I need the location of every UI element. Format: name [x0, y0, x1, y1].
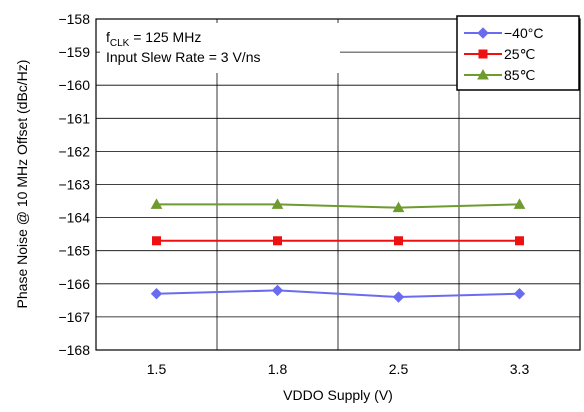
legend-label: 25℃	[504, 46, 535, 62]
x-tick-label: 3.3	[510, 361, 530, 377]
legend-marker	[478, 49, 488, 59]
data-point	[152, 236, 161, 246]
y-tick-label: −162	[58, 143, 90, 159]
fclk-symbol: f	[106, 29, 110, 45]
legend-label: 85℃	[504, 67, 535, 83]
legend-marker	[477, 27, 489, 39]
data-point	[271, 284, 284, 297]
fclk-annotation: fCLK = 125 MHz	[106, 29, 201, 49]
data-point	[392, 201, 405, 213]
data-point	[273, 236, 282, 246]
x-tick-label: 2.5	[389, 361, 409, 377]
legend-items: −40°C 25℃ 85℃	[464, 25, 543, 83]
plot-area-frame	[95, 18, 581, 351]
data-point	[392, 291, 405, 303]
slew-rate-annotation: Input Slew Rate = 3 V/ns	[106, 49, 260, 65]
x-tick-label: 1.8	[268, 361, 288, 377]
fclk-subscript: CLK	[110, 38, 130, 49]
data-point	[513, 288, 526, 300]
legend: −40°C 25℃ 85℃	[456, 15, 580, 91]
y-tick-label: −159	[58, 44, 90, 60]
x-tick-labels: 1.5 1.8 2.5 3.3	[147, 361, 530, 377]
data-point	[150, 288, 163, 300]
data-point	[515, 236, 524, 246]
y-tick-label: −165	[58, 243, 90, 259]
y-tick-label: −164	[58, 210, 90, 226]
fclk-value: = 125 MHz	[129, 29, 201, 45]
x-tick-label: 1.5	[147, 361, 167, 377]
data-point	[513, 198, 526, 209]
annotation-box: fCLK = 125 MHz Input Slew Rate = 3 V/ns	[100, 23, 340, 73]
data-point	[150, 198, 163, 209]
series-layer	[150, 198, 526, 303]
x-axis-label: VDDO Supply (V)	[283, 387, 393, 403]
y-tick-label: −161	[58, 110, 90, 126]
y-tick-label: −158	[58, 11, 90, 27]
y-tick-labels: −158 −159 −160 −161 −162 −163 −164 −165 −166 −167…	[58, 11, 90, 358]
legend-marker	[477, 68, 489, 80]
data-point	[271, 198, 284, 209]
annotation-background	[100, 23, 340, 73]
y-axis-label: Phase Noise @ 10 MHz Offset (dBc/Hz)	[14, 60, 30, 309]
y-tick-label: −166	[58, 276, 90, 292]
legend-label: −40°C	[504, 25, 543, 41]
series-line	[156, 289, 520, 299]
y-tick-label: −160	[58, 77, 90, 93]
y-tick-label: −168	[58, 342, 90, 358]
y-tick-label: −167	[58, 309, 90, 325]
y-tick-label: −163	[58, 177, 90, 193]
data-point	[394, 236, 403, 246]
series-line	[156, 203, 520, 209]
